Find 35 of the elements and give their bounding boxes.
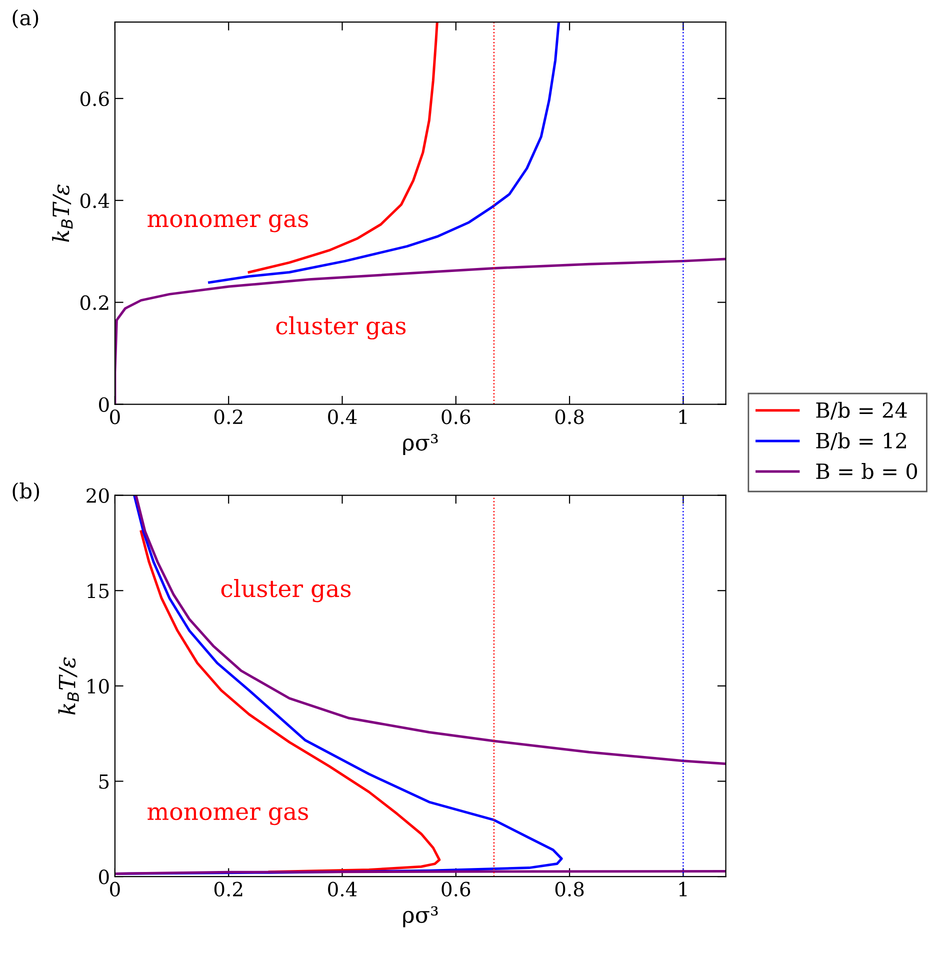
legend-label: B/b = 12 xyxy=(816,432,906,450)
y-tick-label: 15 xyxy=(88,584,109,598)
y-tick-label: 10 xyxy=(88,678,109,694)
x-tick-label: 0.6 xyxy=(442,409,470,424)
x-tick-label: 0.2 xyxy=(214,409,242,424)
x-axis-title: ρσ³ xyxy=(403,434,438,456)
annotation: cluster gas xyxy=(276,316,406,340)
legend-label: B/b = 24 xyxy=(816,402,907,420)
x-tick-label: 1 xyxy=(679,409,687,424)
y-tick-label: 0.2 xyxy=(80,295,108,310)
y-tick-label: 20 xyxy=(86,488,109,503)
x-tick-label: 0.4 xyxy=(328,882,357,896)
legend-label: B = b = 0 xyxy=(816,463,918,480)
annotation: monomer gas xyxy=(148,214,308,232)
x-tick-label: 0.8 xyxy=(555,882,584,896)
x-tick-label: 0 xyxy=(110,409,120,424)
x-tick-label: 0.6 xyxy=(442,882,470,896)
y-tick-label: 0.6 xyxy=(80,91,109,106)
x-tick-label: 0 xyxy=(110,882,120,896)
chart-title: (a) xyxy=(12,9,38,28)
x-tick-label: 0.8 xyxy=(555,409,584,424)
annotation: monomer gas xyxy=(148,807,308,826)
annotation: cluster gas xyxy=(221,579,351,602)
x-tick-label: 0.2 xyxy=(214,882,242,896)
y-axis-title: k$_{B}$T/ε xyxy=(52,184,73,242)
x-tick-label: 1 xyxy=(679,882,687,896)
y-tick-label: 5 xyxy=(99,774,109,789)
y-tick-label: 0 xyxy=(99,870,109,884)
chart-title: (b) xyxy=(12,482,40,502)
y-tick-label: 0.4 xyxy=(80,193,110,208)
line-series xyxy=(140,530,441,874)
y-tick-label: 0 xyxy=(99,397,109,412)
x-tick-label: 0.4 xyxy=(328,409,357,424)
y-axis-title: k$_{B}$T/ε xyxy=(58,657,79,715)
x-axis-title: ρσ³ xyxy=(403,906,438,928)
